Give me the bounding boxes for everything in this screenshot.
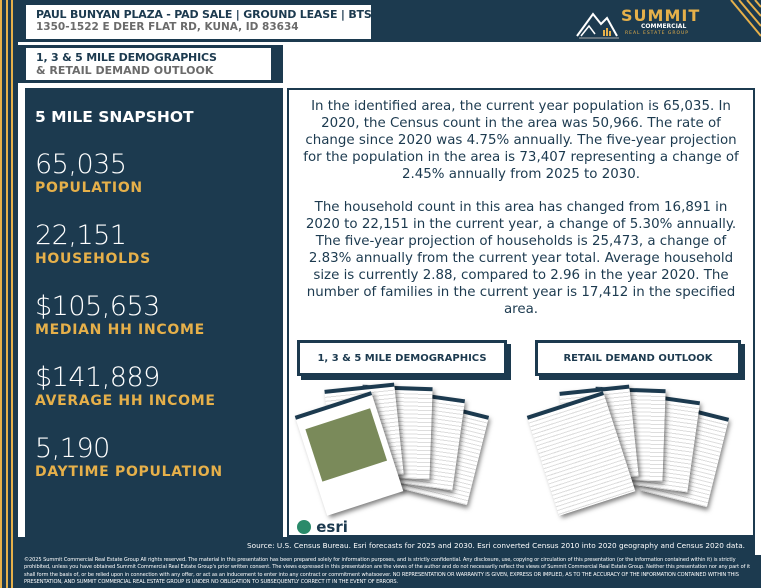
logo-name: SUMMIT: [621, 6, 701, 25]
demographics-report-thumbnails[interactable]: [294, 382, 509, 536]
population-paragraph: In the identified area, the current year…: [303, 99, 739, 182]
stat-median-income: $105,653 MEDIAN HH INCOME: [35, 291, 273, 339]
esri-logo: esri: [297, 518, 348, 536]
logo-line2: REAL ESTATE GROUP: [625, 31, 689, 36]
stat-label: MEDIAN HH INCOME: [35, 322, 205, 338]
snapshot-panel: 5 MILE SNAPSHOT 65,035 POPULATION 22,151 H…: [25, 88, 283, 537]
decorative-stripes: [0, 0, 18, 588]
stat-label: DAYTIME POPULATION: [35, 464, 223, 480]
stat-label: HOUSEHOLDS: [35, 251, 151, 267]
household-paragraph: The household count in this area has cha…: [305, 200, 737, 317]
stat-label: AVERAGE HH INCOME: [35, 393, 216, 409]
stat-value: $141,889: [35, 362, 160, 393]
content-panel: In the identified area, the current year…: [287, 88, 755, 537]
section-title-box: 1, 3 & 5 MILE DEMOGRAPHICS & RETAIL DEMA…: [26, 48, 271, 80]
mountain-logo-icon: [576, 0, 761, 39]
stat-daytime-population: 5,190 DAYTIME POPULATION: [35, 433, 273, 481]
section-title: 1, 3 & 5 MILE DEMOGRAPHICS: [36, 51, 217, 64]
stat-value: $105,653: [35, 291, 160, 322]
source-note: Source: U.S. Census Bureau. Esri forecas…: [18, 537, 755, 555]
globe-icon: [297, 520, 311, 534]
demographics-button[interactable]: 1, 3 & 5 MILE DEMOGRAPHICS: [297, 340, 507, 376]
description: In the identified area, the current year…: [289, 90, 753, 318]
logo-line1: COMMERCIAL: [641, 23, 687, 30]
summit-logo: SUMMIT COMMERCIAL REAL ESTATE GROUP: [571, 0, 761, 42]
disclaimer: ©2025 Summit Commercial Real Estate Grou…: [18, 555, 761, 588]
header-bar: PAUL BUNYAN PLAZA - PAD SALE | GROUND LE…: [18, 0, 761, 42]
retail-report-thumbnails[interactable]: [526, 384, 739, 536]
stat-label: POPULATION: [35, 180, 143, 196]
stat-population: 65,035 POPULATION: [35, 149, 273, 197]
retail-demand-button[interactable]: RETAIL DEMAND OUTLOOK: [535, 340, 741, 376]
stat-value: 22,151: [35, 220, 127, 251]
esri-text: esri: [316, 518, 348, 536]
page-title: PAUL BUNYAN PLAZA - PAD SALE | GROUND LE…: [36, 8, 372, 21]
section-header: 1, 3 & 5 MILE DEMOGRAPHICS & RETAIL DEMA…: [18, 45, 283, 83]
title-box: PAUL BUNYAN PLAZA - PAD SALE | GROUND LE…: [26, 5, 372, 39]
stat-value: 5,190: [35, 433, 110, 464]
snapshot-title: 5 MILE SNAPSHOT: [35, 108, 194, 126]
property-address: 1350-1522 E DEER FLAT RD, KUNA, ID 83634: [36, 21, 299, 33]
section-subtitle: & RETAIL DEMAND OUTLOOK: [36, 64, 214, 77]
stat-average-income: $141,889 AVERAGE HH INCOME: [35, 362, 273, 410]
stat-households: 22,151 HOUSEHOLDS: [35, 220, 273, 268]
stat-value: 65,035: [35, 149, 127, 180]
